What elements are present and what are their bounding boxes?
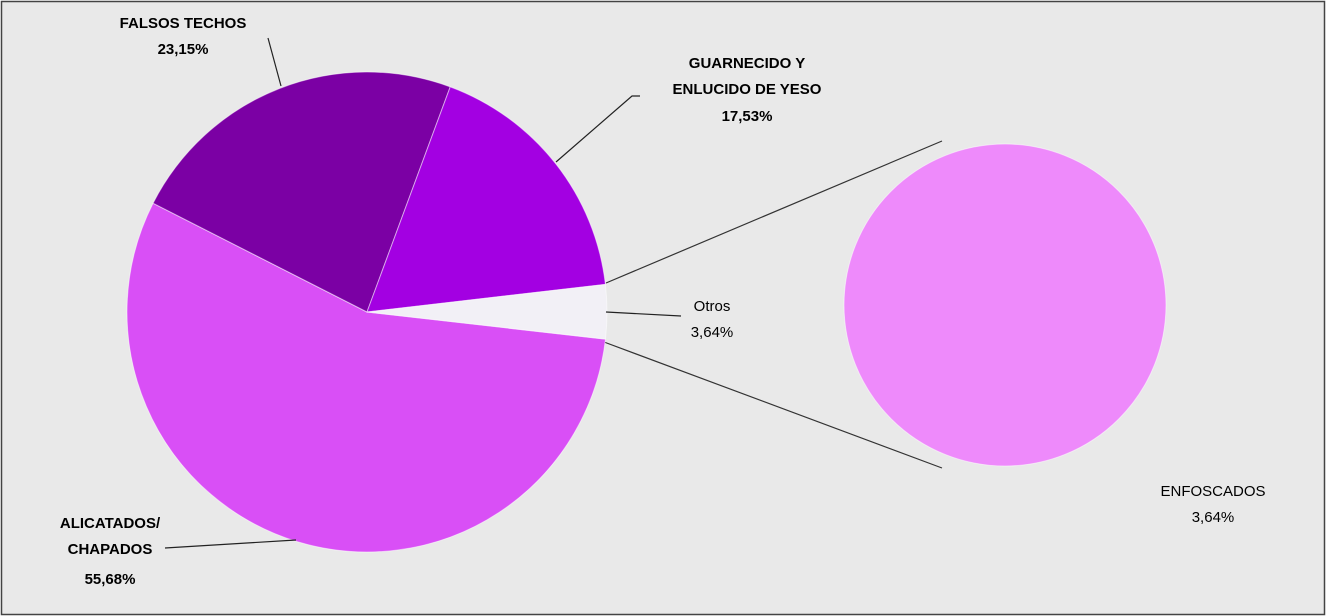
slice-label: GUARNECIDO Y ENLUCIDO DE YESO [673, 55, 822, 98]
pie-slice [126, 202, 607, 553]
leader-line [555, 95, 640, 163]
connector-lines [603, 140, 943, 469]
leader-line [605, 311, 682, 317]
slice-value-label: 55,68% [85, 571, 136, 588]
slice-value-label: 3,64% [691, 324, 734, 341]
slice-value-label: 3,64% [1192, 509, 1235, 526]
slice-label: FALSOS TECHOS [120, 15, 247, 32]
connector-line [603, 341, 943, 469]
pie-slice [843, 143, 1167, 467]
slice-label: Otros [694, 298, 731, 315]
leader-lines [164, 37, 682, 549]
leader-line [267, 37, 282, 87]
slice-label: ENFOSCADOS [1160, 483, 1265, 500]
pie-slice [152, 71, 451, 313]
leader-line [164, 539, 297, 549]
slice-label: ALICATADOS/CHAPADOS [60, 515, 161, 558]
pie-slice [366, 86, 606, 313]
slice-value-label: 17,53% [722, 108, 773, 125]
slice-value-label: 23,15% [158, 41, 209, 58]
connector-line [605, 140, 943, 284]
